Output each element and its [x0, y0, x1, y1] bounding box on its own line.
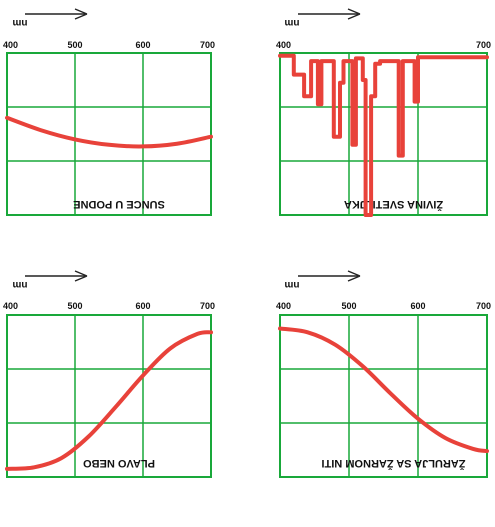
x-tick-label: 700: [476, 40, 491, 50]
axis-unit-label: nm: [284, 17, 299, 28]
plot-frame: [6, 52, 212, 216]
arrow-head: [74, 8, 88, 20]
series-line: [5, 330, 213, 471]
axis-unit-label: nm: [12, 279, 27, 290]
x-tick-label: 700: [200, 40, 215, 50]
x-tick-label: 600: [135, 40, 150, 50]
x-tick-label: 600: [410, 301, 425, 311]
panel-caption: ŽARULJA SA ŽARNOM NITI: [321, 457, 465, 470]
spectrum-panel-3: 400 500 600 700 nm PLAVO NEBO: [3, 270, 215, 478]
plot-frame: [279, 314, 488, 478]
series-line: [5, 115, 213, 149]
plot-frame: [6, 314, 212, 478]
x-tick-label: 600: [135, 301, 150, 311]
x-tick-label: 500: [67, 301, 82, 311]
x-tick-label: 400: [3, 301, 18, 311]
arrow-head: [347, 8, 361, 20]
axis-unit-label: nm: [284, 279, 299, 290]
x-tick-label: 500: [341, 301, 356, 311]
spectrum-panel-1: 400 500 600 700 nm SUNCE U PODNE: [3, 8, 215, 216]
x-tick-label: 400: [276, 301, 291, 311]
axis-unit-label: nm: [12, 17, 27, 28]
x-tick-label: 400: [3, 40, 18, 50]
panel-caption: ŽIVINA SVETILJKA: [344, 198, 443, 211]
x-tick-label: 700: [200, 301, 215, 311]
panel-caption: SUNCE U PODNE: [73, 198, 165, 210]
spectrum-panel-4: 400 500 600 700 nm ŽARULJA SA ŽARNOM NITI: [276, 270, 491, 478]
x-tick-label: 500: [67, 40, 82, 50]
series-line: [278, 53, 489, 217]
arrow-head: [347, 270, 361, 282]
series-line: [278, 326, 489, 454]
x-tick-label: 700: [476, 301, 491, 311]
x-tick-label: 400: [276, 40, 291, 50]
spectrum-panel-2: 400 700 nm ŽIVINA SVETILJKA: [276, 8, 491, 217]
arrow-head: [74, 270, 88, 282]
panel-caption: PLAVO NEBO: [83, 457, 155, 469]
plot-frame: [279, 52, 488, 216]
